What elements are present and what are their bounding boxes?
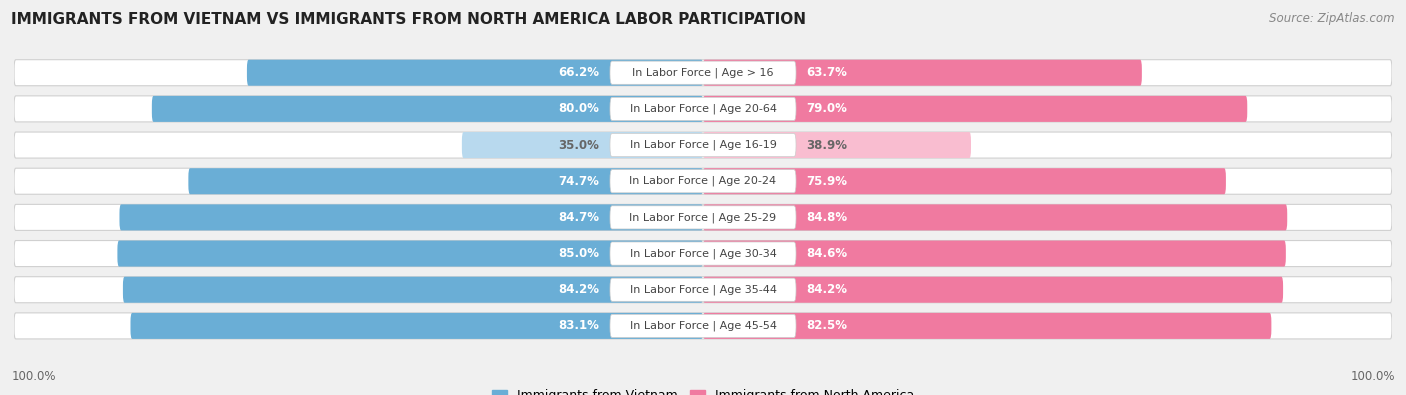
Text: In Labor Force | Age 20-24: In Labor Force | Age 20-24 <box>630 176 776 186</box>
FancyBboxPatch shape <box>188 168 703 194</box>
FancyBboxPatch shape <box>14 168 1392 194</box>
FancyBboxPatch shape <box>610 61 796 84</box>
FancyBboxPatch shape <box>703 313 1271 339</box>
Text: 84.6%: 84.6% <box>807 247 848 260</box>
Text: 63.7%: 63.7% <box>807 66 848 79</box>
Text: 35.0%: 35.0% <box>558 139 599 152</box>
FancyBboxPatch shape <box>14 241 1392 267</box>
Text: In Labor Force | Age 25-29: In Labor Force | Age 25-29 <box>630 212 776 223</box>
Text: 38.9%: 38.9% <box>807 139 848 152</box>
FancyBboxPatch shape <box>703 204 1288 230</box>
Legend: Immigrants from Vietnam, Immigrants from North America: Immigrants from Vietnam, Immigrants from… <box>486 384 920 395</box>
FancyBboxPatch shape <box>610 169 796 193</box>
FancyBboxPatch shape <box>703 60 1142 86</box>
Text: In Labor Force | Age 35-44: In Labor Force | Age 35-44 <box>630 284 776 295</box>
Text: 84.2%: 84.2% <box>558 283 599 296</box>
Text: 84.7%: 84.7% <box>558 211 599 224</box>
Text: 84.2%: 84.2% <box>807 283 848 296</box>
FancyBboxPatch shape <box>703 168 1226 194</box>
Text: 100.0%: 100.0% <box>11 370 56 383</box>
FancyBboxPatch shape <box>247 60 703 86</box>
FancyBboxPatch shape <box>14 60 1392 86</box>
Text: In Labor Force | Age > 16: In Labor Force | Age > 16 <box>633 68 773 78</box>
Text: 79.0%: 79.0% <box>807 102 848 115</box>
FancyBboxPatch shape <box>461 132 703 158</box>
FancyBboxPatch shape <box>14 313 1392 339</box>
Text: 85.0%: 85.0% <box>558 247 599 260</box>
Text: Source: ZipAtlas.com: Source: ZipAtlas.com <box>1270 12 1395 25</box>
FancyBboxPatch shape <box>703 96 1247 122</box>
Text: 83.1%: 83.1% <box>558 320 599 333</box>
FancyBboxPatch shape <box>703 241 1286 267</box>
FancyBboxPatch shape <box>610 206 796 229</box>
FancyBboxPatch shape <box>610 242 796 265</box>
FancyBboxPatch shape <box>122 277 703 303</box>
FancyBboxPatch shape <box>152 96 703 122</box>
FancyBboxPatch shape <box>14 204 1392 230</box>
Text: 75.9%: 75.9% <box>807 175 848 188</box>
Text: 82.5%: 82.5% <box>807 320 848 333</box>
FancyBboxPatch shape <box>610 97 796 120</box>
Text: 100.0%: 100.0% <box>1350 370 1395 383</box>
FancyBboxPatch shape <box>14 277 1392 303</box>
FancyBboxPatch shape <box>120 204 703 230</box>
Text: In Labor Force | Age 45-54: In Labor Force | Age 45-54 <box>630 321 776 331</box>
FancyBboxPatch shape <box>14 132 1392 158</box>
Text: 80.0%: 80.0% <box>558 102 599 115</box>
Text: 84.8%: 84.8% <box>807 211 848 224</box>
FancyBboxPatch shape <box>703 132 972 158</box>
Text: In Labor Force | Age 30-34: In Labor Force | Age 30-34 <box>630 248 776 259</box>
FancyBboxPatch shape <box>131 313 703 339</box>
FancyBboxPatch shape <box>117 241 703 267</box>
Text: 66.2%: 66.2% <box>558 66 599 79</box>
Text: IMMIGRANTS FROM VIETNAM VS IMMIGRANTS FROM NORTH AMERICA LABOR PARTICIPATION: IMMIGRANTS FROM VIETNAM VS IMMIGRANTS FR… <box>11 12 806 27</box>
FancyBboxPatch shape <box>610 278 796 301</box>
FancyBboxPatch shape <box>610 314 796 337</box>
FancyBboxPatch shape <box>703 277 1284 303</box>
Text: In Labor Force | Age 20-64: In Labor Force | Age 20-64 <box>630 103 776 114</box>
FancyBboxPatch shape <box>14 96 1392 122</box>
FancyBboxPatch shape <box>610 134 796 157</box>
Text: 74.7%: 74.7% <box>558 175 599 188</box>
Text: In Labor Force | Age 16-19: In Labor Force | Age 16-19 <box>630 140 776 150</box>
